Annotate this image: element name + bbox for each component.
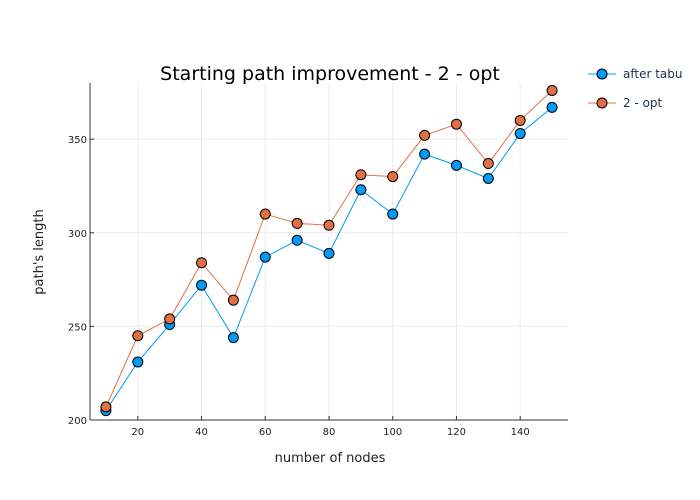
tick-labels: 20 40 60 80 100 120 140 200 250 300 350 <box>68 135 530 438</box>
data-point <box>196 257 208 269</box>
x-tick-label: 60 <box>259 427 272 438</box>
data-point <box>450 159 462 171</box>
data-point <box>387 208 399 220</box>
data-point <box>132 356 144 368</box>
legend-entry: 2 - opt <box>588 96 663 110</box>
y-tick-label: 200 <box>68 416 87 427</box>
data-point <box>132 330 144 342</box>
x-tick-label: 140 <box>511 427 530 438</box>
data-point <box>355 184 367 196</box>
data-point <box>387 171 399 183</box>
series-1 <box>100 101 558 417</box>
data-point <box>291 234 303 246</box>
legend-marker <box>596 68 608 80</box>
y-tick-label: 250 <box>68 322 87 333</box>
grid <box>90 83 568 421</box>
data-point <box>323 247 335 259</box>
data-point <box>482 158 494 170</box>
x-axis-label: number of nodes <box>275 451 386 466</box>
data-point <box>546 101 558 113</box>
data-point <box>514 114 526 126</box>
data-point <box>323 219 335 231</box>
legend-marker <box>596 97 608 109</box>
data-point <box>482 172 494 184</box>
data-point <box>227 294 239 306</box>
data-point <box>259 208 271 220</box>
axes <box>89 83 568 421</box>
data-point <box>419 129 431 141</box>
data-point <box>355 169 367 181</box>
data-point <box>227 332 239 344</box>
x-tick-label: 100 <box>383 427 402 438</box>
data-point <box>419 148 431 160</box>
data-point <box>291 217 303 229</box>
data-point <box>196 279 208 291</box>
data-point <box>546 84 558 96</box>
y-tick-label: 300 <box>68 229 87 240</box>
y-axis-label: path's length <box>32 209 47 294</box>
x-tick-label: 80 <box>323 427 336 438</box>
data-point <box>514 128 526 140</box>
x-tick-label: 120 <box>447 427 466 438</box>
x-tick-label: 20 <box>131 427 144 438</box>
legend-label: after tabu <box>623 67 682 81</box>
data-point <box>259 251 271 263</box>
data-point <box>100 401 112 413</box>
data-point <box>164 313 176 325</box>
x-tick-label: 40 <box>195 427 208 438</box>
legend-label: 2 - opt <box>623 96 663 110</box>
y-tick-label: 350 <box>68 135 87 146</box>
series <box>100 84 558 417</box>
chart-title: Starting path improvement - 2 - opt <box>160 63 500 85</box>
legend-entry: after tabu <box>588 67 682 81</box>
legend: after tabu 2 - opt <box>588 67 682 110</box>
data-point <box>450 118 462 130</box>
series-2 <box>100 84 558 413</box>
